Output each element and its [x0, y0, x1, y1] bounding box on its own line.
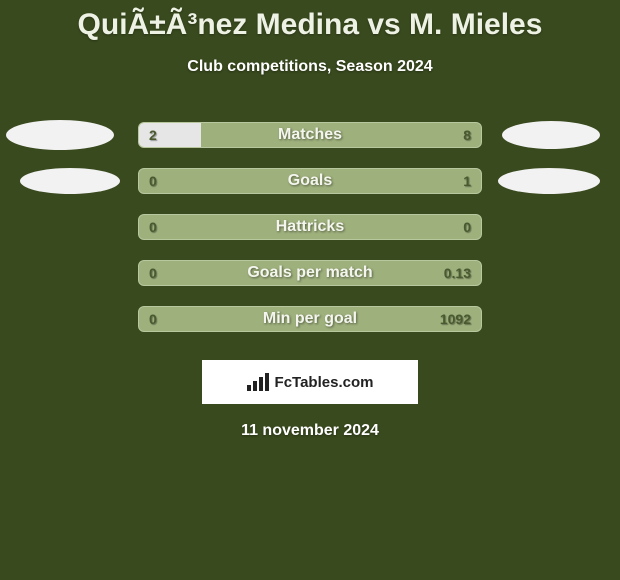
team-left-marker	[20, 168, 120, 194]
stat-row: 00.13Goals per match	[0, 250, 620, 296]
stat-row: 28Matches	[0, 112, 620, 158]
stat-bar: 01Goals	[138, 168, 482, 194]
page-subtitle: Club competitions, Season 2024	[0, 58, 620, 76]
comparison-infographic: QuiÃ±Ã³nez Medina vs M. Mieles Club comp…	[0, 0, 620, 580]
stat-bar: 00Hattricks	[138, 214, 482, 240]
stat-bar: 28Matches	[138, 122, 482, 148]
date-stamp: 11 november 2024	[0, 422, 620, 440]
stat-label: Min per goal	[139, 310, 481, 328]
brand-text: FcTables.com	[275, 374, 374, 391]
stat-label: Hattricks	[139, 218, 481, 236]
team-right-marker	[498, 168, 600, 194]
stat-row: 00Hattricks	[0, 204, 620, 250]
stat-bar: 01092Min per goal	[138, 306, 482, 332]
brand-box: FcTables.com	[202, 360, 418, 404]
stat-label: Matches	[139, 126, 481, 144]
stat-label: Goals	[139, 172, 481, 190]
stat-rows: 28Matches 01Goals 00Hattricks 00.13Goals pe…	[0, 112, 620, 342]
bar-chart-icon	[247, 373, 269, 391]
page-title: QuiÃ±Ã³nez Medina vs M. Mieles	[0, 0, 620, 42]
stat-bar: 00.13Goals per match	[138, 260, 482, 286]
stat-row: 01Goals	[0, 158, 620, 204]
team-right-marker	[502, 121, 600, 149]
stat-label: Goals per match	[139, 264, 481, 282]
stat-row: 01092Min per goal	[0, 296, 620, 342]
team-left-marker	[6, 120, 114, 150]
